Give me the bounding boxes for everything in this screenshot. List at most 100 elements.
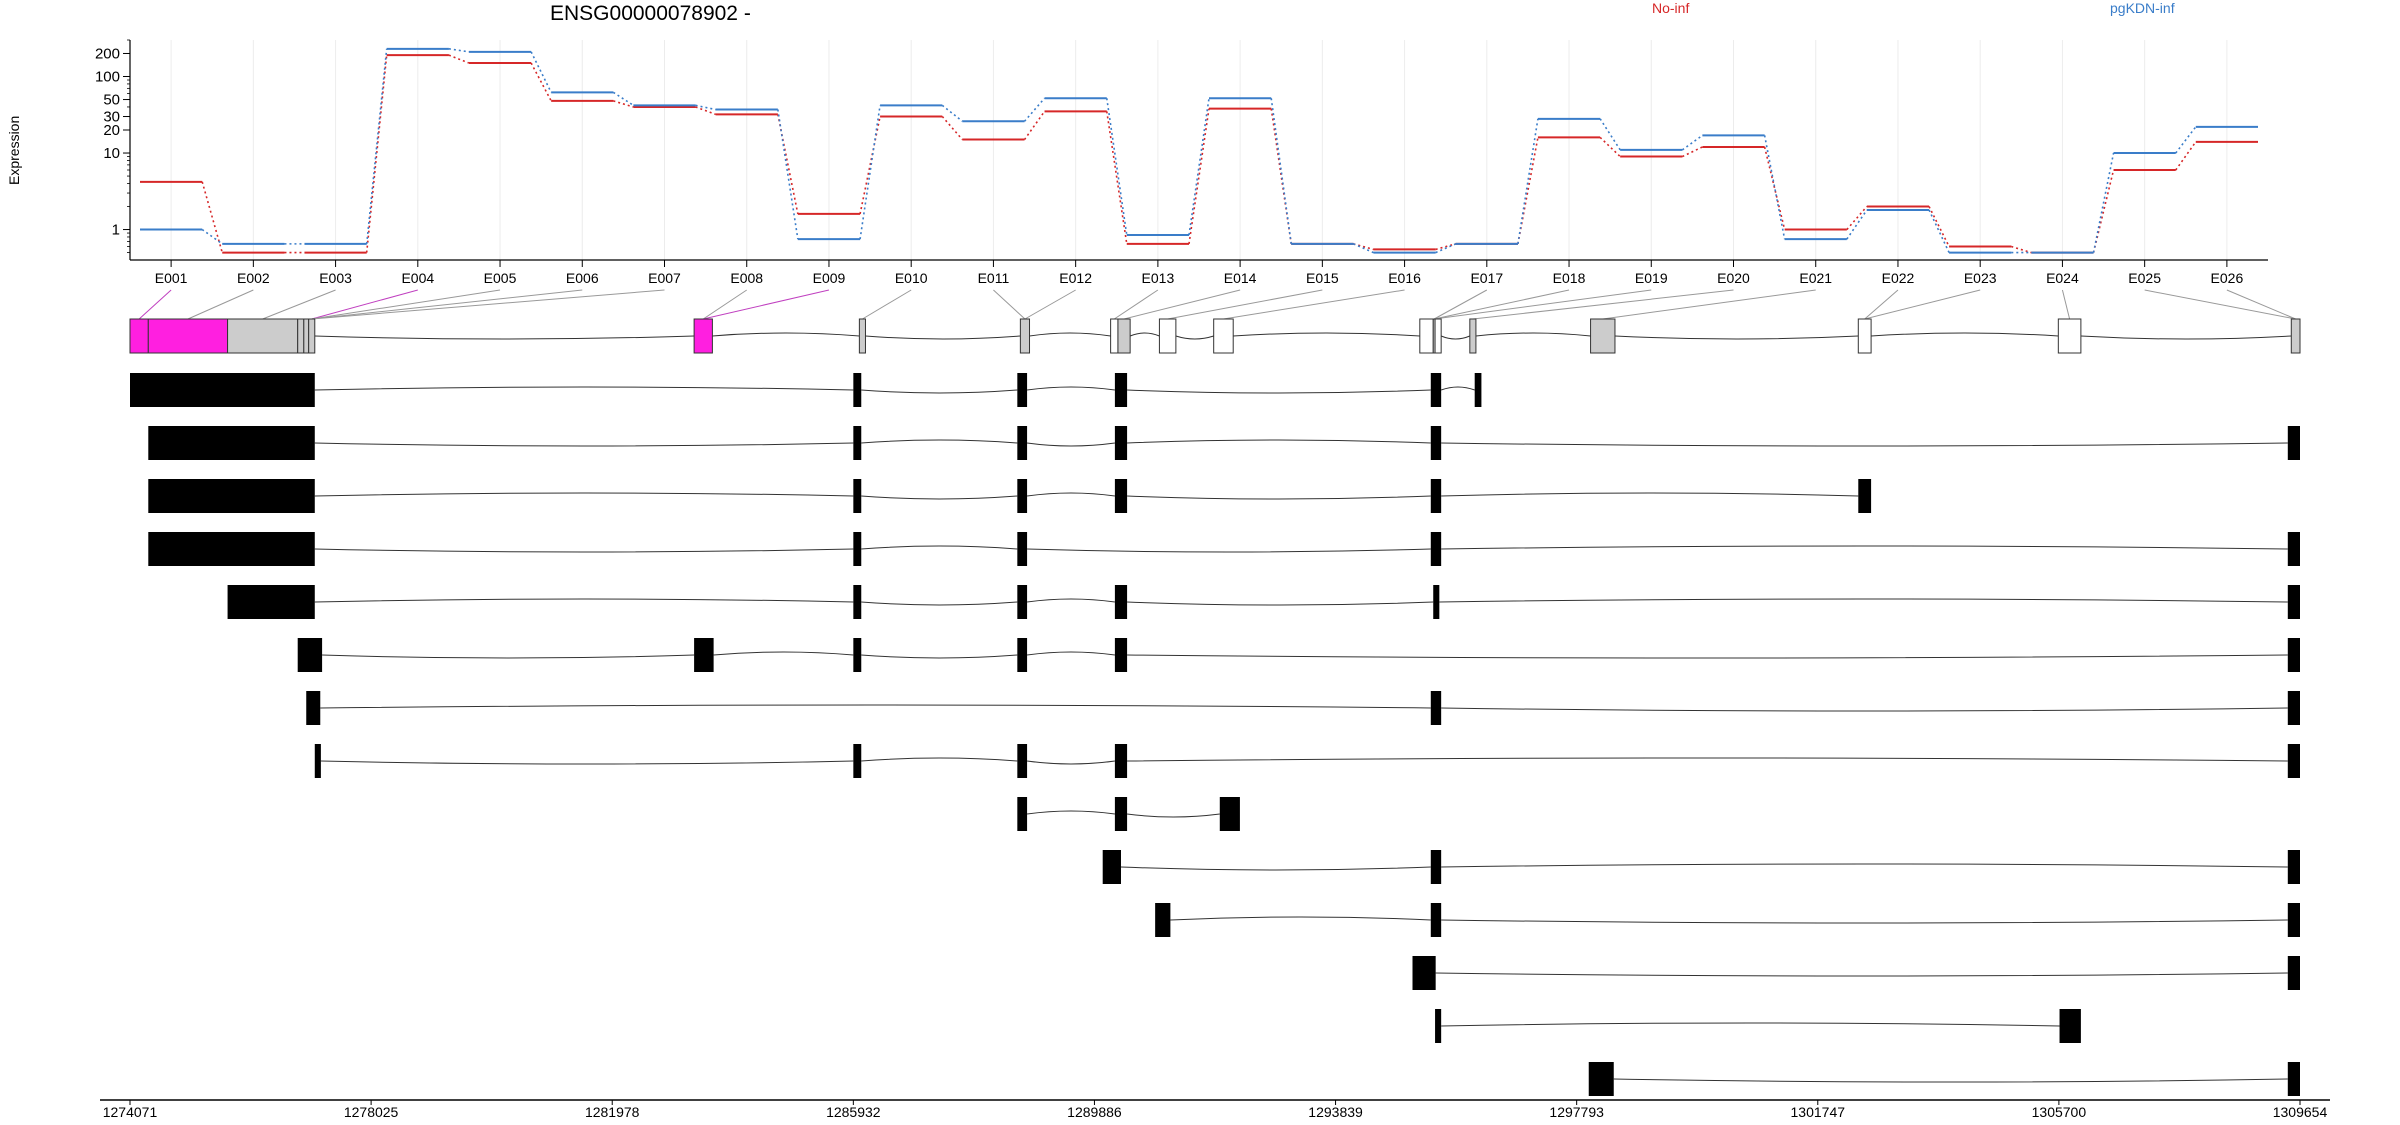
- gene-exon-bin: [129, 318, 149, 354]
- intron-line: [320, 760, 854, 765]
- transcript-exon: [853, 479, 862, 513]
- genome-tick-label: 1285932: [826, 1104, 881, 1120]
- series-transition: [777, 114, 799, 215]
- intron-line: [1127, 389, 1431, 394]
- exon-connector: [1602, 289, 1816, 320]
- exon-connector: [1864, 289, 1981, 320]
- exon-label: E003: [319, 270, 352, 286]
- exon-label: E016: [1388, 270, 1421, 286]
- exon-label: E025: [2128, 270, 2161, 286]
- transcript-exon: [2287, 850, 2300, 884]
- transcript-exon: [2287, 532, 2300, 566]
- series-transition: [612, 91, 634, 107]
- genome-tick-label: 1297793: [1549, 1104, 1604, 1120]
- gene-exon-bin: [1434, 318, 1442, 354]
- series-transition: [695, 104, 716, 111]
- intron-line: [865, 335, 1021, 340]
- exon-connector: [138, 289, 172, 320]
- intron-line: [712, 332, 860, 337]
- transcript-exon: [853, 426, 862, 460]
- y-tick-label: 50: [103, 92, 120, 109]
- genome-tick-label: 1274071: [103, 1104, 158, 1120]
- intron-line: [1027, 386, 1115, 391]
- transcript-exon: [853, 585, 862, 619]
- transcript-exon: [694, 638, 714, 672]
- series-transition: [2092, 169, 2115, 253]
- transcript-exon: [1474, 373, 1482, 407]
- exon-label: E007: [648, 270, 681, 286]
- exon-label: E021: [1799, 270, 1832, 286]
- exon-connector: [1123, 289, 1241, 320]
- series-transition: [1353, 243, 1374, 251]
- gene-exon-bin: [1158, 318, 1177, 354]
- exon-connector: [2226, 289, 2296, 320]
- series-transition: [1023, 97, 1046, 122]
- intron-line: [861, 601, 1018, 606]
- legend-item-pgkdn-inf: pgKDN-inf: [2110, 0, 2175, 16]
- series-transition: [530, 62, 552, 102]
- exon-label: E010: [895, 270, 928, 286]
- transcript-exon: [1430, 426, 1442, 460]
- gene-exon-bin: [1213, 318, 1234, 354]
- intron-line: [1170, 916, 1431, 921]
- intron-line: [1435, 972, 2288, 977]
- transcript-exon: [2287, 638, 2300, 672]
- transcript-exon: [1114, 797, 1128, 831]
- transcript-exon: [227, 585, 315, 619]
- intron-line: [1439, 598, 2288, 603]
- intron-line: [1127, 601, 1434, 606]
- intron-line: [861, 495, 1018, 500]
- transcript-exon: [1430, 691, 1442, 725]
- intron-line: [1027, 598, 1115, 603]
- series-transition: [859, 105, 881, 240]
- transcript-exon: [1114, 638, 1128, 672]
- series-transition: [1188, 98, 1210, 236]
- exon-connector: [2061, 289, 2071, 320]
- exon-label: E026: [2211, 270, 2244, 286]
- exon-connector: [2144, 289, 2296, 320]
- exon-connector: [1167, 289, 1323, 320]
- intron-line: [1029, 332, 1111, 337]
- gene-exon-bin: [1469, 318, 1477, 354]
- transcript-exon: [2287, 1062, 2300, 1096]
- exon-connector: [1114, 289, 1159, 320]
- gene-exon-bin: [1590, 318, 1616, 354]
- series-transition: [1105, 111, 1128, 244]
- transcript-exon: [1430, 903, 1442, 937]
- gene-exon-bin: [1117, 318, 1131, 354]
- transcript-exon: [1017, 638, 1028, 672]
- transcript-exon: [1114, 373, 1128, 407]
- gene-exon-bin: [1857, 318, 1872, 354]
- transcript-exon: [148, 532, 315, 566]
- exon-label: E020: [1717, 270, 1750, 286]
- transcript-exon: [1430, 532, 1442, 566]
- intron-line: [1027, 548, 1431, 553]
- exon-label: E002: [237, 270, 270, 286]
- exon-connector: [311, 289, 665, 320]
- intron-line: [1441, 545, 2288, 550]
- transcript-exon: [853, 532, 862, 566]
- series-transition: [1435, 243, 1456, 251]
- intron-line: [1027, 760, 1115, 765]
- gene-exon-bin: [1110, 318, 1119, 354]
- exon-connector: [702, 289, 748, 320]
- exon-label: E022: [1882, 270, 1915, 286]
- intron-line: [1440, 335, 1471, 340]
- y-axis-label: Expression: [6, 115, 22, 185]
- intron-line: [314, 492, 854, 497]
- y-tick-label: 10: [103, 145, 120, 162]
- intron-line: [314, 598, 854, 603]
- exon-label: E004: [401, 270, 434, 286]
- intron-line: [1441, 863, 2288, 868]
- series-transition: [1846, 205, 1868, 231]
- series-transition: [1599, 118, 1621, 151]
- series-transition: [1435, 243, 1457, 254]
- exon-connector: [311, 289, 583, 320]
- transcript-exon: [2287, 903, 2300, 937]
- genome-tick-label: 1278025: [344, 1104, 399, 1120]
- transcript-exon: [2287, 744, 2300, 778]
- transcript-exon: [148, 426, 315, 460]
- series-transition: [1681, 134, 1703, 151]
- exon-connector: [311, 289, 418, 320]
